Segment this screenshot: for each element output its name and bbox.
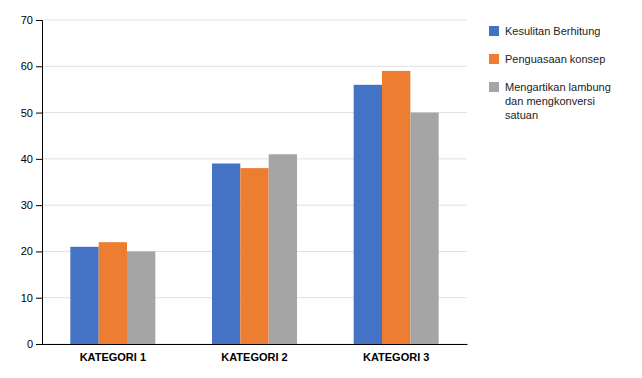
tick-label: KATEGORI 3 (363, 351, 429, 363)
tick-mark (36, 251, 42, 252)
grid (42, 20, 467, 344)
tick-label: 40 (21, 153, 33, 165)
legend-label: Mengartikan lambungdan mengkonversisatua… (505, 81, 611, 121)
x-tick: KATEGORI 2 (221, 351, 287, 363)
y-tick: 40 (21, 153, 42, 165)
y-tick: 60 (21, 60, 42, 72)
tick-mark (36, 298, 42, 299)
axis-domain (43, 344, 468, 345)
legend-label: Kesulitan Berhitung (505, 25, 600, 37)
bar (269, 154, 297, 344)
tick-label: 20 (21, 245, 33, 257)
axis-domain (36, 21, 43, 345)
legend-item: Kesulitan Berhitung (489, 25, 600, 37)
grid-line (42, 20, 467, 21)
tick-label: 50 (21, 107, 33, 119)
x-axis: KATEGORI 1 KATEGORI 2 KATEGORI 3 (43, 345, 468, 363)
y-tick: 70 (21, 14, 42, 26)
legend-item: Penguasaan konsep (489, 53, 605, 65)
chart-container: 010203040506070KATEGORI 1KATEGORI 2KATEG… (0, 0, 642, 378)
tick-label: 70 (21, 14, 33, 26)
tick-label: 30 (21, 199, 33, 211)
tick-mark (36, 205, 42, 206)
x-tick: KATEGORI 1 (80, 351, 146, 363)
y-tick: 20 (21, 245, 42, 257)
tick-label: 0 (27, 338, 33, 350)
tick-label: 60 (21, 60, 33, 72)
legend: Kesulitan Berhitung Penguasaan konsep Meng… (489, 25, 611, 121)
chart-svg: 010203040506070KATEGORI 1KATEGORI 2KATEG… (0, 0, 642, 378)
bar (99, 242, 127, 344)
bars (70, 71, 438, 344)
tick-mark (36, 20, 42, 21)
y-axis: 0 10 20 30 40 50 60 70 (21, 14, 43, 350)
bar (354, 85, 382, 344)
plot-area: 010203040506070KATEGORI 1KATEGORI 2KATEG… (21, 14, 468, 363)
y-tick: 30 (21, 199, 42, 211)
tick-mark (36, 113, 42, 114)
bar (127, 251, 155, 344)
bar-series (70, 85, 382, 344)
bar (410, 113, 438, 344)
x-tick: KATEGORI 3 (363, 351, 429, 363)
grid-line (42, 66, 467, 67)
legend-label: Penguasaan konsep (505, 53, 605, 65)
bar (70, 247, 98, 344)
legend-swatch (489, 54, 499, 64)
legend-item: Mengartikan lambungdan mengkonversisatua… (489, 81, 611, 121)
legend-swatch (489, 26, 499, 36)
y-tick: 0 (27, 338, 42, 350)
bar (212, 163, 240, 344)
bar (382, 71, 410, 344)
bar-series (127, 113, 439, 344)
bar (240, 168, 268, 344)
y-tick: 10 (21, 292, 42, 304)
y-tick: 50 (21, 107, 42, 119)
tick-mark (36, 66, 42, 67)
bar-series (99, 71, 411, 344)
tick-mark (36, 159, 42, 160)
tick-label: KATEGORI 2 (221, 351, 287, 363)
tick-label: KATEGORI 1 (80, 351, 146, 363)
tick-label: 10 (21, 292, 33, 304)
legend-swatch (489, 82, 499, 92)
tick-mark (36, 344, 42, 345)
